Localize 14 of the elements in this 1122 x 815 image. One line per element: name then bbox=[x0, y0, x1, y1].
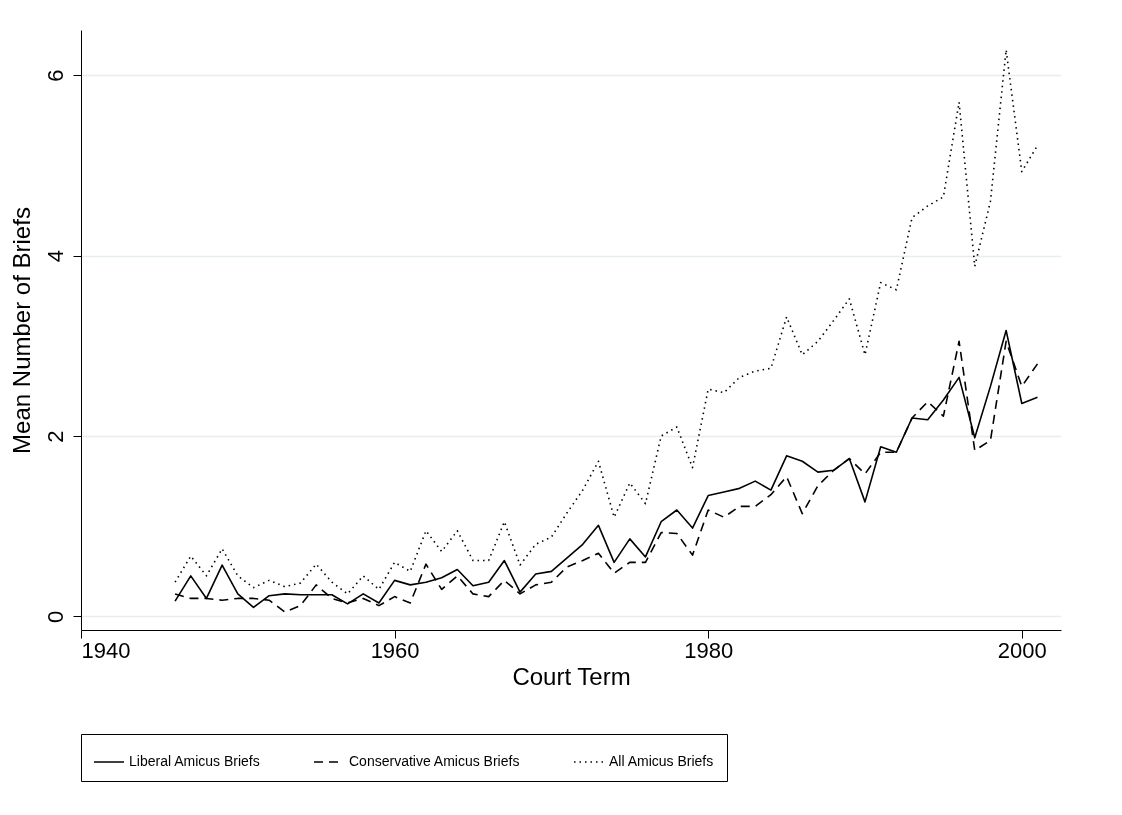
legend-label: Conservative Amicus Briefs bbox=[349, 753, 520, 769]
y-axis-title: Mean Number of Briefs bbox=[7, 207, 35, 454]
legend-label: Liberal Amicus Briefs bbox=[129, 753, 260, 769]
y-tick-label: 6 bbox=[42, 69, 68, 82]
x-tick-label: 1960 bbox=[370, 637, 420, 663]
x-tick-label: 1940 bbox=[81, 637, 131, 663]
x-tick-label: 2000 bbox=[997, 637, 1047, 663]
x-tick-label: 1980 bbox=[684, 637, 734, 663]
legend-label: All Amicus Briefs bbox=[609, 753, 714, 769]
y-tick-label: 2 bbox=[42, 430, 68, 443]
y-tick-label: 0 bbox=[42, 610, 68, 624]
x-axis-title: Court Term bbox=[512, 662, 631, 690]
y-tick-label: 4 bbox=[42, 249, 68, 263]
line-series bbox=[174, 49, 1039, 595]
